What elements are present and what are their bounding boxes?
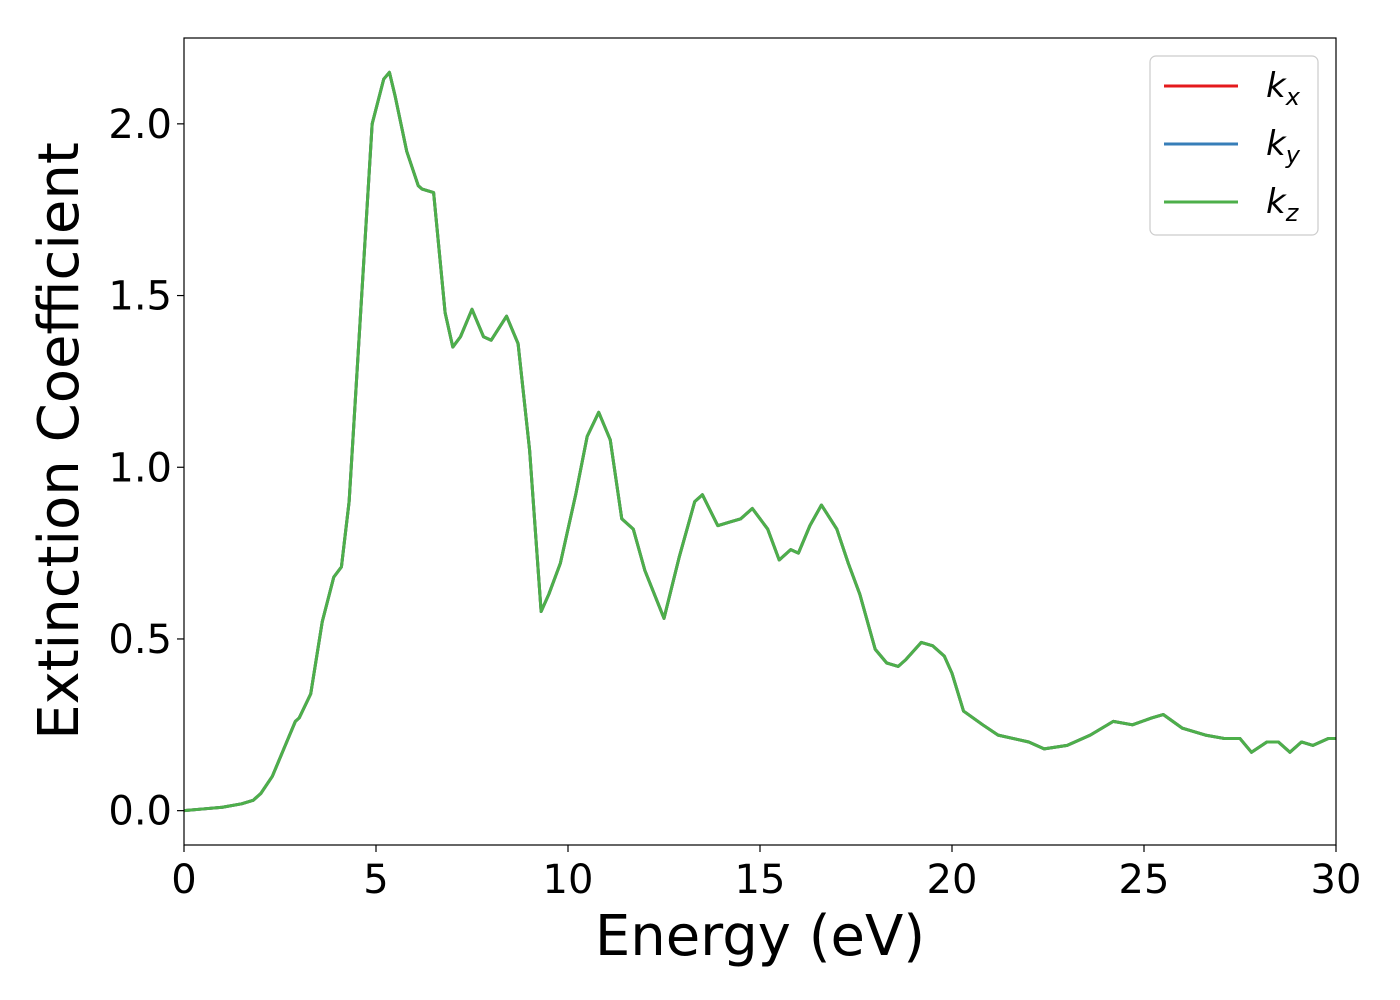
legend-label-subscript: x [1285,83,1301,111]
y-tick-label: 0.5 [108,617,172,663]
x-tick-label: 20 [927,857,978,903]
x-tick-label: 15 [735,857,786,903]
series-layer [183,70,1336,813]
x-tick-label: 10 [543,857,594,903]
y-axis-title: Extinction Coefficient [27,142,92,740]
x-tick-label: 30 [1311,857,1362,903]
x-axis-ticks: 0 5 10 15 20 25 30 [171,845,1361,903]
y-tick-label: 1.0 [108,445,172,491]
series-line-k-z [183,70,1336,813]
legend-label-kz: kz [1266,182,1300,227]
legend-label-kx: kx [1266,66,1301,111]
x-tick-label: 25 [1119,857,1170,903]
y-tick-label: 0.0 [108,789,172,835]
legend-label-base: k [1266,66,1287,106]
legend-label-subscript: y [1285,141,1301,169]
x-tick-label: 0 [171,857,196,903]
legend-label-subscript: z [1285,199,1300,227]
y-tick-label: 1.5 [108,274,172,320]
y-axis-ticks: 0.0 0.5 1.0 1.5 2.0 [108,102,184,835]
legend-label-base: k [1266,182,1287,222]
y-tick-label: 2.0 [108,102,172,148]
x-tick-label: 5 [363,857,388,903]
x-axis-title: Energy (eV) [595,904,925,969]
legend-label-base: k [1266,124,1287,164]
legend-label-ky: ky [1266,124,1301,169]
